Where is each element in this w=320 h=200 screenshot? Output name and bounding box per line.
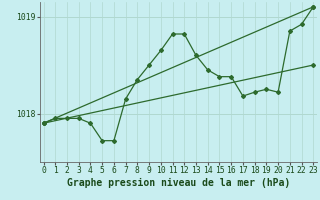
X-axis label: Graphe pression niveau de la mer (hPa): Graphe pression niveau de la mer (hPa) [67, 178, 290, 188]
